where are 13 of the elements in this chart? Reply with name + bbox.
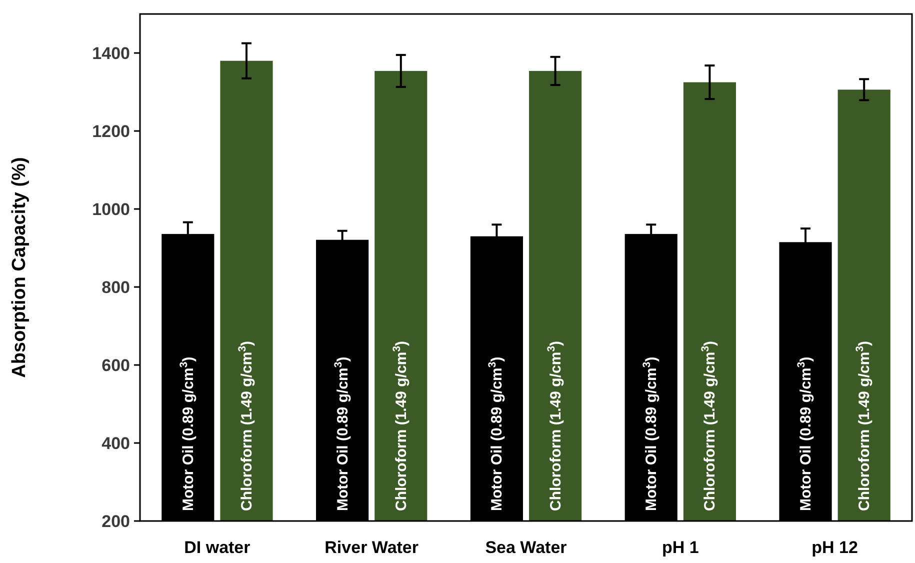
y-tick-label: 1000: [92, 200, 130, 219]
y-tick-label: 600: [102, 356, 130, 375]
y-tick-label: 800: [102, 278, 130, 297]
x-tick-label: Sea Water: [485, 538, 568, 557]
y-tick-label: 400: [102, 434, 130, 453]
x-tick-label: River Water: [324, 538, 419, 557]
y-axis-title: Absorption Capacity (%): [9, 157, 30, 378]
x-tick-label: DI water: [184, 538, 251, 557]
y-tick-label: 200: [102, 512, 130, 531]
y-tick-label: 1200: [92, 122, 130, 141]
x-tick-label: pH 1: [662, 538, 699, 557]
x-tick-label: pH 12: [812, 538, 858, 557]
y-tick-label: 1400: [92, 44, 130, 63]
